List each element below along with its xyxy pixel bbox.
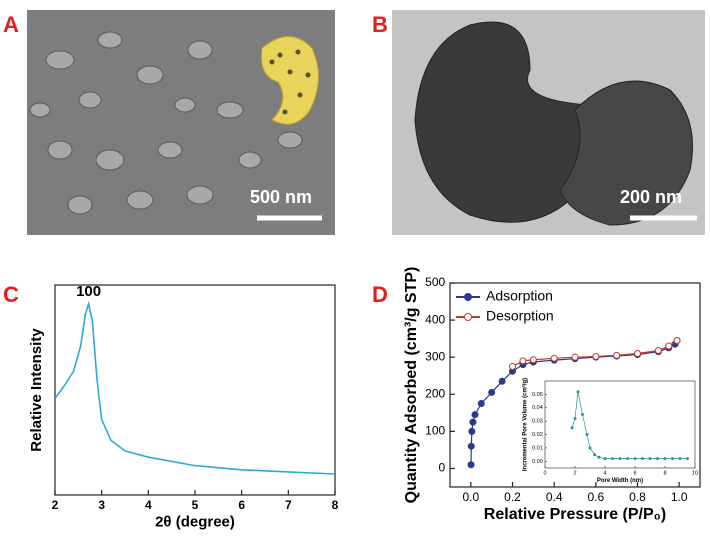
y-tick-label: 500 xyxy=(425,275,445,289)
y-tick-label: 300 xyxy=(425,349,445,363)
x-tick-label: 8 xyxy=(663,470,666,476)
data-point xyxy=(570,426,574,430)
data-point xyxy=(571,353,579,361)
x-axis-label: Pore Width (nm) xyxy=(597,478,643,484)
data-point xyxy=(469,418,477,426)
x-tick-label: 0.8 xyxy=(629,490,646,504)
data-point xyxy=(618,457,622,461)
data-point xyxy=(634,349,641,357)
x-tick-label: 4 xyxy=(145,498,152,512)
data-point xyxy=(611,457,614,461)
y-tick-label: 0.05 xyxy=(532,392,543,398)
x-tick-label: 10 xyxy=(692,470,698,476)
y-tick-label: 0.03 xyxy=(532,419,543,425)
tem-image xyxy=(392,10,705,235)
y-axis-label: Incremental Pore Volume (cm³/g) xyxy=(522,378,529,471)
peak-annotation: 100 xyxy=(76,283,101,300)
x-tick-label: 6 xyxy=(633,470,636,476)
y-axis-label: Quantity Adsorbed (cm³/g STP) xyxy=(403,267,420,504)
data-point xyxy=(471,411,479,419)
x-tick-label: 0.4 xyxy=(546,490,563,504)
legend-label: Adsorption xyxy=(486,288,553,304)
legend-marker xyxy=(464,313,472,321)
y-tick-label: 100 xyxy=(425,424,445,438)
y-axis-label: Relative Intensity xyxy=(28,328,45,452)
data-point xyxy=(678,457,682,461)
x-axis-label: 2θ (degree) xyxy=(155,514,235,531)
x-tick-label: 1.0 xyxy=(671,490,688,504)
x-tick-label: 8 xyxy=(332,498,339,512)
x-tick-label: 0.2 xyxy=(504,490,521,504)
x-tick-label: 2 xyxy=(52,498,59,512)
x-tick-label: 5 xyxy=(192,498,199,512)
y-tick-label: 200 xyxy=(425,386,445,400)
data-point xyxy=(468,427,476,435)
data-point xyxy=(529,356,537,364)
data-point xyxy=(585,433,589,437)
data-point xyxy=(665,342,673,350)
data-point xyxy=(467,461,475,469)
scale-bar-label: 500 nm xyxy=(250,187,312,207)
y-tick-label: 400 xyxy=(425,312,445,326)
y-tick-label: 0 xyxy=(439,461,446,475)
data-point xyxy=(467,442,475,450)
x-tick-label: 2 xyxy=(573,470,576,476)
x-tick-label: 4 xyxy=(603,470,606,476)
x-tick-label: 0.6 xyxy=(587,490,604,504)
data-point xyxy=(550,354,558,362)
data-point xyxy=(588,446,592,450)
plot-frame xyxy=(544,380,696,469)
panel-label: D xyxy=(372,282,388,307)
data-point xyxy=(654,347,662,355)
data-point xyxy=(509,362,516,370)
sem-image xyxy=(27,10,335,235)
legend-label: Desorption xyxy=(486,308,554,324)
data-point xyxy=(633,457,637,461)
y-tick-label: 0.02 xyxy=(532,432,543,438)
legend-marker xyxy=(464,293,472,301)
data-point xyxy=(519,357,527,365)
plot-frame xyxy=(54,284,336,496)
data-point xyxy=(576,390,580,394)
x-tick-label: 0 xyxy=(543,470,546,476)
data-point xyxy=(573,416,577,420)
panel-label: B xyxy=(372,12,388,37)
y-tick-label: 0.01 xyxy=(532,445,543,451)
panel-label: A xyxy=(3,12,19,37)
data-point xyxy=(597,455,601,459)
data-point xyxy=(477,400,485,408)
data-point xyxy=(613,351,621,359)
x-tick-label: 7 xyxy=(285,498,292,512)
x-tick-label: 6 xyxy=(238,498,245,512)
data-point xyxy=(498,377,506,385)
y-tick-label: 0.04 xyxy=(532,405,543,411)
data-line xyxy=(54,300,336,475)
data-point xyxy=(592,352,600,360)
data-point xyxy=(656,457,659,461)
data-point xyxy=(673,336,681,344)
x-tick-label: 0.0 xyxy=(462,490,479,504)
x-axis-label: Relative Pressure (P/P₀) xyxy=(484,506,666,523)
x-tick-label: 3 xyxy=(98,498,105,512)
data-point xyxy=(686,457,689,461)
data-point xyxy=(671,457,674,461)
panel-label: C xyxy=(3,282,19,307)
data-point xyxy=(641,457,644,461)
scale-bar-label: 200 nm xyxy=(620,187,682,207)
data-point xyxy=(603,457,607,461)
data-point xyxy=(648,457,652,461)
data-point xyxy=(593,453,596,457)
data-point xyxy=(626,457,629,461)
data-point xyxy=(488,388,496,396)
data-point xyxy=(663,457,667,461)
data-point xyxy=(581,412,584,416)
y-tick-label: 0.00 xyxy=(532,459,543,465)
